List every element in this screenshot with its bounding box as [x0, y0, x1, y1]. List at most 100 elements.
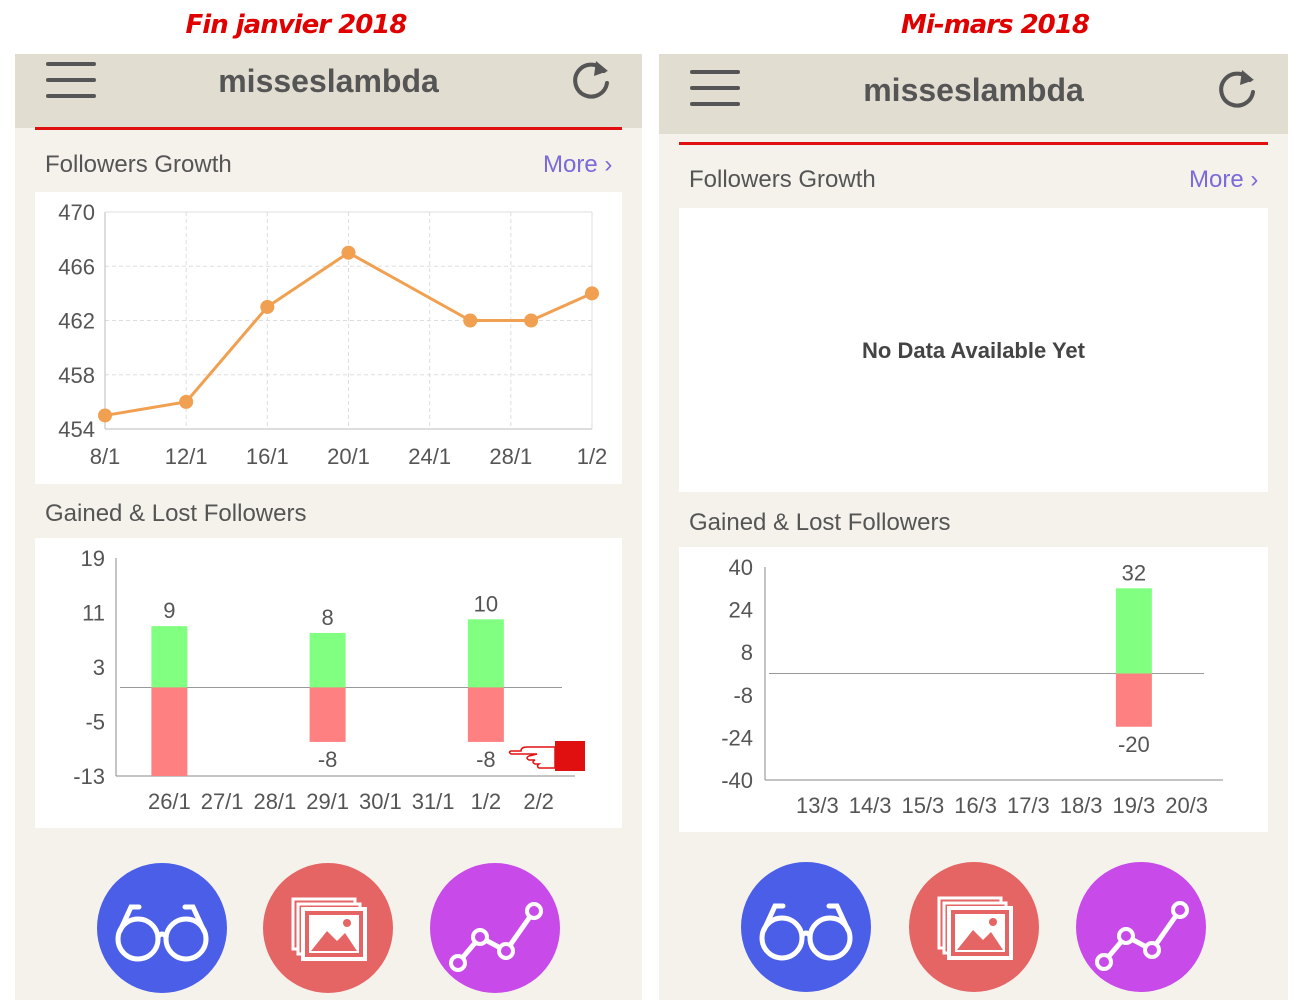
- y-tick-label: 458: [58, 363, 95, 388]
- y-tick-label: 24: [729, 598, 753, 623]
- x-tick-label: 27/1: [201, 789, 244, 814]
- hamburger-menu-icon[interactable]: [690, 70, 740, 110]
- x-tick-label: 12/1: [165, 444, 208, 469]
- x-tick-label: 30/1: [359, 789, 402, 814]
- page-title: misseslambda: [218, 63, 439, 99]
- x-tick-label: 20/1: [327, 444, 370, 469]
- navbar: misseslambda: [15, 54, 642, 128]
- hamburger-menu-icon[interactable]: [46, 62, 96, 102]
- data-label: 10: [474, 591, 498, 616]
- data-label: 32: [1122, 560, 1146, 585]
- caption-right: Mi-mars 2018: [901, 10, 1090, 40]
- refresh-icon[interactable]: [571, 57, 613, 101]
- gained-bar: [309, 632, 346, 688]
- data-label: -8: [318, 747, 338, 772]
- gained-lost-chart: 40 24 8 -8 -24 -40 13/3 14/3 15/3 16/3 17/3 18/3 19/…: [721, 555, 1223, 818]
- y-tick-label: 470: [58, 200, 95, 225]
- stats-button[interactable]: [1076, 862, 1206, 992]
- y-tick-label: -5: [85, 710, 105, 735]
- gained-bar: [1115, 588, 1152, 674]
- lost-bar: [467, 687, 504, 742]
- y-tick-label: -8: [733, 683, 753, 708]
- header-divider: [35, 127, 622, 130]
- x-tick-label: 28/1: [489, 444, 532, 469]
- pointing-hand-icon: [508, 741, 585, 771]
- page-title: misseslambda: [863, 72, 1084, 108]
- gained-lost-section-title: Gained & Lost Followers: [45, 500, 307, 527]
- caption-left: Fin janvier 2018: [185, 10, 408, 40]
- data-point: [341, 245, 356, 260]
- data-point: [260, 299, 275, 314]
- x-tick-label: 26/1: [148, 789, 191, 814]
- growth-chart-card: 470 466 462 458 454 8/1 12/1 16/1 20/1 24/1 28/1 1/…: [35, 192, 622, 484]
- data-label: -8: [476, 747, 496, 772]
- gained-lost-chart-card: 40 24 8 -8 -24 -40 13/3 14/3 15/3 16/3 17/3 18/3 19/…: [679, 547, 1268, 832]
- y-tick-label: 11: [82, 601, 105, 626]
- data-label: -20: [1118, 732, 1150, 757]
- images-button[interactable]: [263, 863, 393, 993]
- gained-lost-section-title: Gained & Lost Followers: [689, 509, 951, 536]
- line-chart-icon: [449, 902, 543, 972]
- x-tick-label: 16/3: [954, 793, 997, 818]
- x-tick-label: 29/1: [306, 789, 349, 814]
- y-tick-label: 3: [93, 655, 105, 680]
- gained-bar: [467, 619, 504, 688]
- y-tick-label: -40: [721, 768, 753, 793]
- x-tick-label: 8/1: [90, 444, 121, 469]
- images-button[interactable]: [909, 862, 1039, 992]
- growth-chart-card: No Data Available Yet: [679, 208, 1268, 492]
- gained-lost-chart-card: 19 11 3 -5 -13 26/1 9 27/1 28/1 29/1 8 -8 30/1 31/1 1/…: [35, 538, 622, 828]
- data-point: [463, 313, 478, 328]
- growth-section-title: Followers Growth: [45, 151, 232, 178]
- gained-bar: [151, 626, 188, 688]
- glasses-button[interactable]: [97, 863, 227, 993]
- glasses-button[interactable]: [741, 862, 871, 992]
- gained-lost-chart: 19 11 3 -5 -13 26/1 9 27/1 28/1 29/1 8 -8 30/1 31/1 1/…: [73, 546, 575, 814]
- y-tick-label: 466: [58, 254, 95, 279]
- no-data-message: No Data Available Yet: [862, 338, 1085, 363]
- y-tick-label: -13: [73, 764, 105, 789]
- x-tick-label: 31/1: [412, 789, 455, 814]
- screen-left: misseslambda Followers Growth More › 470…: [15, 54, 642, 1000]
- x-tick-label: 14/3: [849, 793, 892, 818]
- lost-bar: [151, 687, 188, 776]
- x-tick-label: 1/2: [471, 789, 502, 814]
- x-tick-label: 15/3: [901, 793, 944, 818]
- data-point: [179, 394, 194, 409]
- y-tick-label: 462: [58, 309, 95, 334]
- x-tick-label: 19/3: [1112, 793, 1155, 818]
- growth-section-title: Followers Growth: [689, 166, 876, 193]
- screen-right: misseslambda Followers Growth More › No …: [659, 54, 1288, 1000]
- x-tick-label: 16/1: [246, 444, 289, 469]
- refresh-icon[interactable]: [1217, 66, 1259, 110]
- more-link[interactable]: More ›: [543, 151, 613, 178]
- y-tick-label: 8: [741, 640, 753, 665]
- data-point: [524, 313, 539, 328]
- lost-bar: [309, 687, 346, 742]
- data-point: [585, 286, 599, 301]
- x-tick-label: 1/2: [577, 444, 608, 469]
- data-point: [98, 408, 112, 423]
- stats-button[interactable]: [430, 863, 560, 993]
- more-link[interactable]: More ›: [1189, 166, 1259, 193]
- x-tick-label: 13/3: [796, 793, 839, 818]
- images-icon: [937, 896, 1013, 960]
- data-label: 9: [163, 598, 175, 623]
- images-icon: [291, 897, 367, 961]
- line-chart-icon: [1095, 901, 1189, 971]
- y-tick-label: 40: [729, 555, 753, 580]
- x-tick-label: 24/1: [408, 444, 451, 469]
- y-tick-label: 19: [81, 546, 105, 571]
- y-tick-label: 454: [58, 417, 95, 442]
- data-label: 8: [322, 605, 334, 630]
- header-divider: [679, 142, 1268, 145]
- x-tick-label: 18/3: [1060, 793, 1103, 818]
- lost-bar: [1115, 673, 1152, 727]
- x-tick-label: 17/3: [1007, 793, 1050, 818]
- glasses-icon: [759, 903, 853, 961]
- glasses-icon: [115, 904, 209, 962]
- y-tick-label: -24: [721, 725, 753, 750]
- x-tick-label: 28/1: [253, 789, 296, 814]
- x-tick-label: 20/3: [1165, 793, 1208, 818]
